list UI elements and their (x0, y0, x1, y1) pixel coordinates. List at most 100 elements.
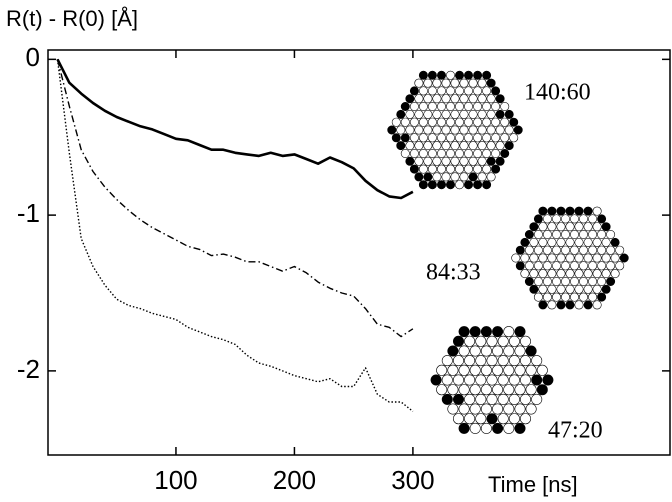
atom (441, 125, 451, 135)
atom (486, 109, 496, 119)
atom (458, 403, 470, 415)
atom (436, 164, 446, 174)
atom (445, 133, 455, 143)
atom (588, 245, 598, 255)
atom (441, 355, 453, 367)
atom (547, 300, 557, 310)
atom (597, 276, 607, 286)
atom (480, 326, 492, 338)
atom (610, 253, 620, 263)
atom (463, 180, 473, 190)
atom (529, 284, 539, 294)
y-tick-label: -2 (17, 354, 40, 384)
data-line (56, 59, 414, 338)
atom (513, 125, 523, 135)
atom (391, 117, 401, 127)
atom (486, 78, 496, 88)
atom (601, 222, 611, 232)
atom (432, 109, 442, 119)
atom (495, 125, 505, 135)
atom (504, 125, 514, 135)
atom (450, 156, 460, 166)
atom (477, 109, 487, 119)
atom (503, 422, 515, 434)
y-tick-label: 0 (26, 42, 40, 72)
atom (486, 374, 498, 386)
atom (509, 117, 519, 127)
atom (427, 180, 437, 190)
atom (533, 245, 543, 255)
atom (514, 422, 526, 434)
atom (464, 355, 476, 367)
atom (423, 78, 433, 88)
atom (615, 261, 625, 271)
atom (468, 172, 478, 182)
atom (588, 261, 598, 271)
x-tick-label: 200 (273, 465, 316, 495)
atom (486, 393, 498, 405)
atom (447, 384, 459, 396)
atom (477, 172, 487, 182)
atom (436, 70, 446, 80)
atom (511, 253, 521, 263)
atom (423, 172, 433, 182)
atom (492, 345, 504, 357)
atom (514, 345, 526, 357)
atom (409, 86, 419, 96)
atom (565, 253, 575, 263)
atom (486, 335, 498, 347)
atom (588, 276, 598, 286)
atom (560, 230, 570, 240)
atom (560, 214, 570, 224)
atom (525, 384, 537, 396)
atom (475, 355, 487, 367)
atom (578, 214, 588, 224)
atom (405, 109, 415, 119)
atom (409, 164, 419, 174)
atom (441, 172, 451, 182)
atom (482, 133, 492, 143)
atom (508, 335, 520, 347)
atom (574, 253, 584, 263)
atom (454, 133, 464, 143)
atom (418, 70, 428, 80)
atom (492, 326, 504, 338)
atom (458, 384, 470, 396)
atom (459, 125, 469, 135)
atom (464, 393, 476, 405)
atom (569, 230, 579, 240)
atom (525, 403, 537, 415)
atom (441, 374, 453, 386)
atom (551, 245, 561, 255)
atom (459, 141, 469, 151)
atom (469, 326, 481, 338)
atom (468, 109, 478, 119)
atom (492, 403, 504, 415)
atom (445, 102, 455, 112)
atom (503, 326, 515, 338)
atom (491, 149, 501, 159)
atom (473, 86, 483, 96)
atom (450, 125, 460, 135)
atom (414, 94, 424, 104)
atom (610, 269, 620, 279)
atom (504, 141, 514, 151)
atom (492, 384, 504, 396)
atom (556, 300, 566, 310)
atom (436, 102, 446, 112)
atom (529, 237, 539, 247)
atom (400, 102, 410, 112)
atom (414, 156, 424, 166)
atom (597, 261, 607, 271)
atom (480, 422, 492, 434)
atom (508, 413, 520, 425)
atom (414, 125, 424, 135)
atom (430, 374, 442, 386)
atom (515, 245, 525, 255)
atom (480, 364, 492, 376)
atom (405, 141, 415, 151)
atom (423, 125, 433, 135)
atom (583, 269, 593, 279)
atom (482, 164, 492, 174)
atom (619, 253, 629, 263)
